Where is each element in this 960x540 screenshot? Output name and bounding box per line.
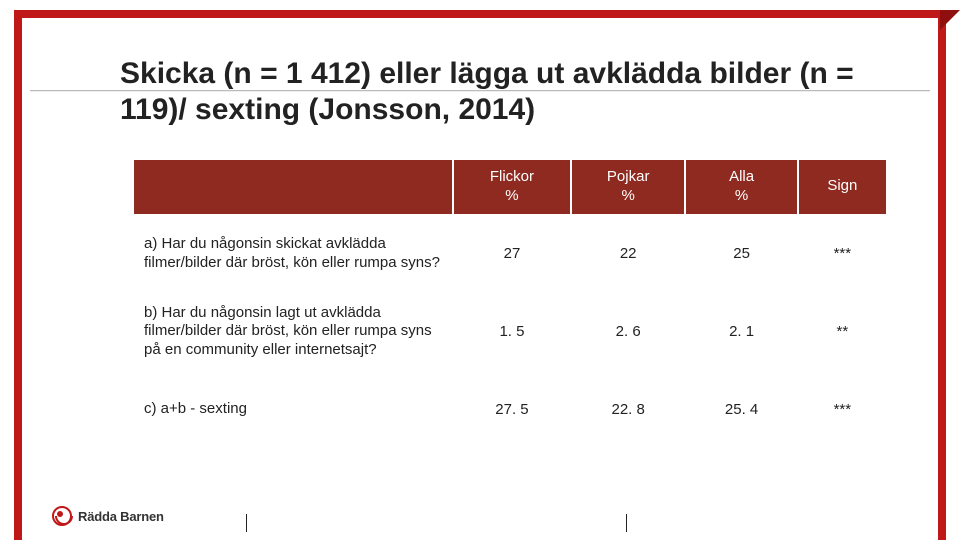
cell-sign: **: [798, 293, 887, 371]
slide-top-border: [14, 10, 946, 18]
cell-flickor: 1. 5: [453, 293, 571, 371]
cell-pojkar: 22: [571, 215, 686, 293]
cell-pojkar: 22. 8: [571, 371, 686, 449]
table-row: a) Har du någonsin skickat avklädda film…: [133, 215, 887, 293]
table-row: c) a+b - sexting 27. 5 22. 8 25. 4 ***: [133, 371, 887, 449]
col-alla: Alla%: [685, 159, 797, 215]
cell-flickor: 27: [453, 215, 571, 293]
col-sign: Sign: [798, 159, 887, 215]
col-pojkar: Pojkar%: [571, 159, 686, 215]
cell-sign: ***: [798, 371, 887, 449]
cell-alla: 2. 1: [685, 293, 797, 371]
org-name: Rädda Barnen: [78, 509, 164, 524]
slide-left-border: [14, 10, 22, 540]
cell-alla: 25. 4: [685, 371, 797, 449]
cell-flickor: 27. 5: [453, 371, 571, 449]
slide-title: Skicka (n = 1 412) eller lägga ut avkläd…: [120, 56, 900, 128]
cell-question: a) Har du någonsin skickat avklädda film…: [133, 215, 453, 293]
cell-sign: ***: [798, 215, 887, 293]
cell-question: b) Har du någonsin lagt ut avklädda film…: [133, 293, 453, 371]
title-container: Skicka (n = 1 412) eller lägga ut avkläd…: [120, 56, 900, 128]
cell-question: c) a+b - sexting: [133, 371, 453, 449]
col-flickor: Flickor%: [453, 159, 571, 215]
cell-pojkar: 2. 6: [571, 293, 686, 371]
title-underline: [30, 90, 930, 92]
table-header-row: Flickor% Pojkar% Alla% Sign: [133, 159, 887, 215]
org-logo-icon: [52, 506, 72, 526]
slide-right-border: [938, 10, 946, 540]
col-question: [133, 159, 453, 215]
table-row: b) Har du någonsin lagt ut avklädda film…: [133, 293, 887, 371]
cell-alla: 25: [685, 215, 797, 293]
data-table: Flickor% Pojkar% Alla% Sign a) Har du nå…: [132, 158, 888, 450]
footer-logo: Rädda Barnen: [52, 506, 164, 526]
